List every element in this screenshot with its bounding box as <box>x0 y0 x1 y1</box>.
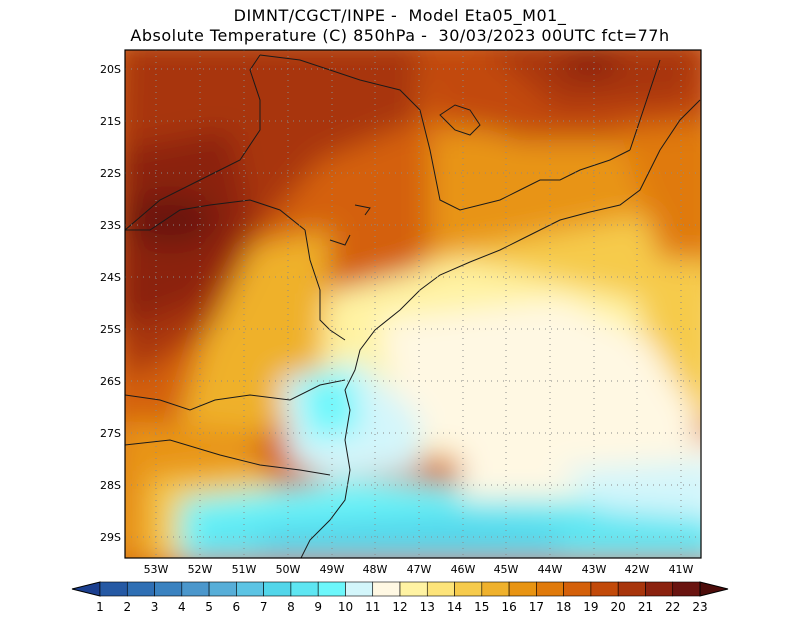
colorbar-swatch <box>672 581 701 597</box>
colorbar-swatch <box>590 581 619 597</box>
colorbar-swatch <box>99 581 128 597</box>
map-title-line1: DIMNT/CGCT/INPE - Model Eta05_M01_ <box>233 6 567 25</box>
map-frame <box>124 49 702 559</box>
colorbar-label: 22 <box>665 600 680 614</box>
lon-label: 45W <box>494 563 519 576</box>
colorbar-swatch <box>508 581 537 597</box>
colorbar-label: 14 <box>447 600 462 614</box>
colorbar-label: 16 <box>501 600 516 614</box>
colorbar-left-arrow <box>71 581 101 597</box>
colorbar-swatch <box>617 581 646 597</box>
lon-label: 48W <box>363 563 388 576</box>
colorbar-label: 18 <box>556 600 571 614</box>
lat-label: 23S <box>100 219 121 232</box>
lon-label: 52W <box>188 563 213 576</box>
lat-label: 25S <box>100 323 121 336</box>
colorbar-swatch <box>345 581 374 597</box>
colorbar-swatch <box>154 581 183 597</box>
colorbar-label: 9 <box>314 600 322 614</box>
lon-label: 51W <box>232 563 257 576</box>
colorbar-label: 6 <box>233 600 241 614</box>
colorbar-swatch <box>181 581 210 597</box>
lat-label: 26S <box>100 375 121 388</box>
colorbar-swatch <box>563 581 592 597</box>
colorbar-right-arrow <box>699 581 729 597</box>
graticule <box>125 50 701 558</box>
colorbar-label: 13 <box>420 600 435 614</box>
lon-label: 41W <box>669 563 694 576</box>
lon-label: 53W <box>144 563 169 576</box>
lat-label: 22S <box>100 167 121 180</box>
colorbar-swatch <box>536 581 564 597</box>
lon-label: 50W <box>276 563 301 576</box>
colorbar-label: 8 <box>287 600 295 614</box>
colorbar-label: 20 <box>611 600 626 614</box>
colorbar-label: 7 <box>260 600 268 614</box>
colorbar-swatch <box>290 581 319 597</box>
longitude-axis: 53W 52W 51W 50W 49W 48W 47W 46W 45W 44W … <box>144 563 694 576</box>
coastline-borders <box>125 54 701 558</box>
colorbar-label: 17 <box>529 600 544 614</box>
lon-label: 46W <box>451 563 476 576</box>
colorbar-label: 3 <box>151 600 159 614</box>
lon-label: 47W <box>407 563 432 576</box>
colorbar-label: 1 <box>96 600 104 614</box>
lon-label: 44W <box>538 563 563 576</box>
colorbar-swatch <box>481 581 510 597</box>
colorbar-label: 5 <box>205 600 213 614</box>
colorbar-labels: 1 2 3 4 5 6 7 8 9 10 11 12 13 14 15 16 17 18 19 20 21 22 23 <box>96 600 707 614</box>
colorbar-label: 11 <box>365 600 380 614</box>
colorbar-swatch <box>317 581 346 597</box>
latitude-axis: 20S 21S 22S 23S 24S 25S 26S 27S 28S 29S <box>100 63 121 544</box>
temperature-field <box>125 50 701 558</box>
lat-label: 21S <box>100 115 121 128</box>
colorbar-label: 4 <box>178 600 186 614</box>
lat-label: 28S <box>100 479 121 492</box>
lon-label: 49W <box>320 563 345 576</box>
colorbar-swatch <box>126 581 155 597</box>
colorbar-swatch <box>645 581 674 597</box>
colorbar-swatch <box>208 581 237 597</box>
map-title-line2: Absolute Temperature (C) 850hPa - 30/03/… <box>130 26 670 45</box>
lon-label: 43W <box>582 563 607 576</box>
colorbar-swatch <box>236 581 264 597</box>
colorbar-swatch <box>454 581 483 597</box>
colorbar-label: 10 <box>338 600 353 614</box>
colorbar-label: 2 <box>123 600 131 614</box>
colorbar-label: 19 <box>583 600 598 614</box>
colorbar-swatch <box>399 581 428 597</box>
colorbar-label: 15 <box>474 600 489 614</box>
lat-label: 24S <box>100 271 121 284</box>
colorbar-label: 21 <box>638 600 653 614</box>
colorbar-label: 23 <box>692 600 707 614</box>
lon-label: 42W <box>625 563 650 576</box>
lat-label: 29S <box>100 531 121 544</box>
colorbar-swatch <box>372 581 401 597</box>
colorbar <box>71 581 729 597</box>
lat-label: 20S <box>100 63 121 76</box>
colorbar-label: 12 <box>392 600 407 614</box>
lat-label: 27S <box>100 427 121 440</box>
colorbar-swatch <box>263 581 292 597</box>
colorbar-swatch <box>426 581 455 597</box>
